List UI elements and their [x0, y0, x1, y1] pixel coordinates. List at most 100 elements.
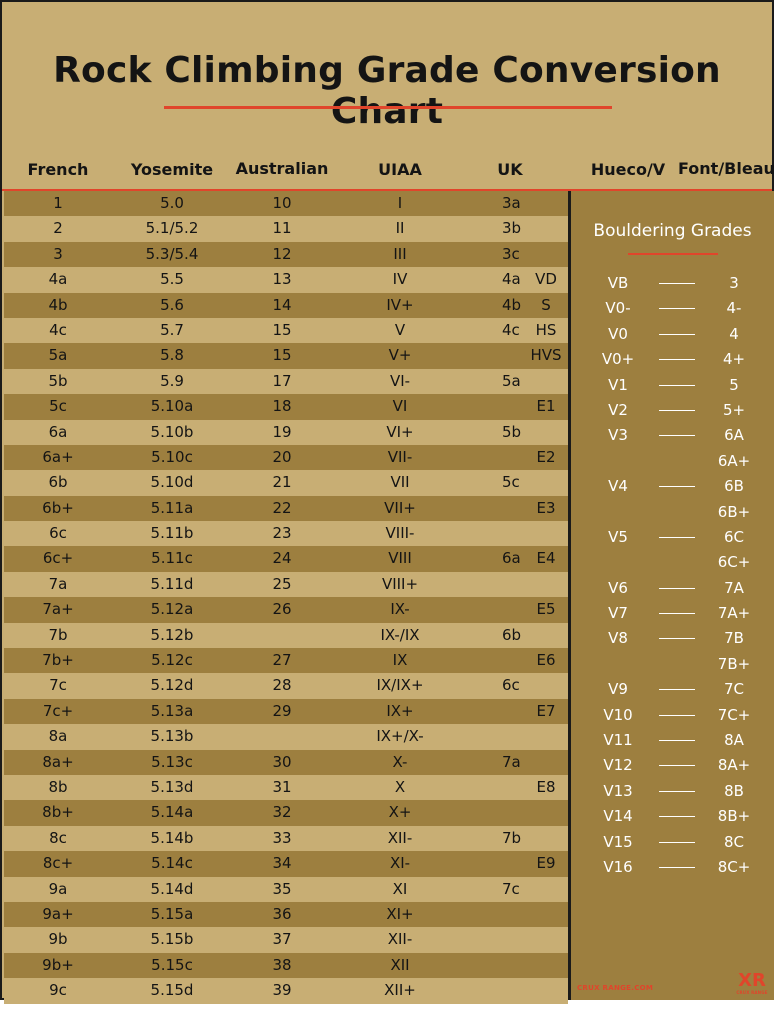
cell-uiaa: V [394, 320, 406, 339]
table-row: 9a+ 5.15a 36 XI+ [4, 901, 568, 928]
table-row: 6a+ 5.10c 20 VII- E2 [4, 444, 568, 471]
cell-french: 8c [49, 828, 67, 847]
hueco-grade: V3 [608, 426, 628, 445]
font-grade: 6C+ [717, 553, 751, 572]
cell-uk-technical: 7c [502, 879, 520, 898]
connector-line [659, 790, 695, 792]
connector-line [659, 486, 695, 488]
cell-uk-adjectival: HVS [530, 346, 562, 365]
cell-french: 9a [48, 879, 68, 898]
connector-line [659, 384, 695, 386]
table-row: 5c 5.10a 18 VI E1 [4, 394, 568, 420]
hueco-grade: V13 [603, 781, 633, 800]
header-yosemite: Yosemite [130, 160, 214, 179]
cell-french: 8c+ [42, 854, 74, 873]
cell-uk-technical: 5c [502, 473, 520, 492]
cell-uk-adjectival: E9 [536, 854, 556, 873]
bouldering-row: V16 8C+ [571, 855, 774, 880]
cell-uk-adjectival: E2 [536, 447, 556, 466]
bouldering-row: V11 8A [571, 728, 774, 753]
header-uiaa: UIAA [378, 160, 422, 179]
font-grade: 6A [724, 426, 744, 445]
cell-yosemite: 5.10c [151, 447, 193, 466]
bouldering-row: V0+ 4+ [571, 347, 774, 372]
hueco-grade: V8 [608, 629, 628, 648]
cell-french: 5b [48, 371, 68, 390]
connector-line [659, 536, 695, 538]
table-row: 6c+ 5.11c 24 VIII 6a E4 [4, 546, 568, 572]
font-grade: 8B+ [717, 807, 751, 826]
cell-yosemite: 5.7 [160, 320, 184, 339]
cell-yosemite: 5.1/5.2 [145, 219, 199, 238]
hueco-grade: V10 [603, 705, 633, 724]
cell-uiaa: VIII- [385, 524, 415, 543]
hueco-grade: V2 [608, 400, 628, 419]
cell-australian: 35 [272, 879, 292, 898]
cell-uk-technical: 6c [502, 676, 520, 695]
font-grade: 6B [724, 477, 744, 496]
bouldering-row: 7B+ [571, 652, 774, 677]
cell-french: 8b [48, 777, 68, 796]
cell-yosemite: 5.11c [151, 549, 193, 568]
bouldering-row: V15 8C [571, 830, 774, 855]
header-font: Font/Bleau [678, 159, 774, 178]
cell-uiaa: VI [392, 397, 408, 416]
header-hueco: Hueco/V [590, 160, 666, 179]
table-row: 7a+ 5.12a 26 IX- E5 [4, 597, 568, 623]
connector-line [659, 359, 695, 361]
cell-french: 5a [48, 346, 68, 365]
table-row: 8c 5.14b 33 XII- 7b [4, 825, 568, 852]
font-grade: 3 [729, 274, 739, 292]
crux-range-logo: XR CRUX RANGE [736, 972, 768, 996]
cell-french: 4a [48, 270, 68, 289]
connector-line [659, 714, 695, 716]
table-row: 5b 5.9 17 VI- 5a [4, 368, 568, 395]
font-grade: 5 [729, 375, 739, 394]
table-row: 1 5.0 10 I 3a [4, 191, 568, 217]
cell-uk-technical: 6b [502, 625, 522, 644]
cell-yosemite: 5.14b [150, 828, 194, 847]
cell-yosemite: 5.11a [150, 498, 194, 517]
bouldering-row: 6C+ [571, 550, 774, 575]
font-grade: 4 [729, 324, 739, 343]
cell-australian: 15 [272, 320, 292, 339]
cell-uiaa: VI+ [386, 422, 414, 441]
bouldering-row: V1 5 [571, 373, 774, 398]
cell-australian: 12 [272, 244, 292, 263]
cell-uiaa: XI+ [386, 904, 414, 923]
cell-french: 7c [49, 676, 67, 695]
font-grade: 8A [724, 731, 744, 750]
cell-french: 5c [49, 397, 67, 416]
cell-australian: 32 [272, 803, 292, 822]
font-grade: 8C+ [717, 857, 751, 876]
cell-uiaa: IV [392, 270, 408, 289]
table-row: 9c 5.15d 39 XII+ [4, 978, 568, 1004]
cell-uiaa: IX+ [386, 701, 414, 720]
table-row: 8b+ 5.14a 32 X+ [4, 800, 568, 826]
hueco-grade: V15 [603, 832, 633, 851]
cell-uk-adjectival: E1 [536, 397, 556, 416]
cell-uk-technical: 4a [502, 270, 521, 289]
bouldering-row: V5 6C [571, 525, 774, 550]
connector-line [659, 435, 695, 437]
cell-yosemite: 5.11d [150, 574, 194, 593]
font-grade: 8A+ [717, 756, 751, 775]
bouldering-row: VB 3 [571, 271, 774, 296]
bouldering-row: V8 7B [571, 626, 774, 651]
cell-yosemite: 5.9 [160, 371, 184, 390]
bouldering-row: V6 7A [571, 576, 774, 601]
cell-australian: 19 [272, 422, 292, 441]
site-credit: CRUX RANGE.COM [577, 984, 654, 992]
hueco-grade: V14 [603, 807, 633, 826]
cell-yosemite: 5.3/5.4 [145, 244, 199, 263]
cell-australian: 10 [272, 194, 292, 212]
cell-yosemite: 5.0 [160, 194, 184, 212]
cell-uk-adjectival: HS [535, 320, 557, 339]
table-row: 6c 5.11b 23 VIII- [4, 521, 568, 547]
cell-australian: 18 [272, 397, 292, 416]
cell-australian: 23 [272, 524, 292, 543]
table-row: 6a 5.10b 19 VI+ 5b [4, 419, 568, 445]
font-grade: 7C+ [717, 705, 751, 724]
cell-yosemite: 5.12a [150, 600, 194, 619]
